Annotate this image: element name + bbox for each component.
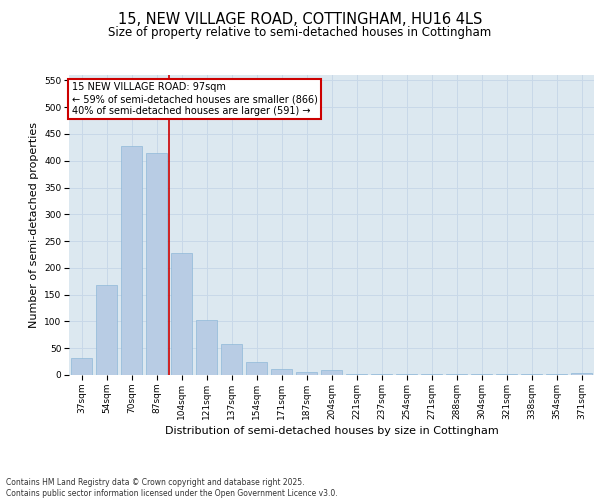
Bar xyxy=(171,253,192,375)
Text: Size of property relative to semi-detached houses in Cottingham: Size of property relative to semi-detach… xyxy=(109,26,491,39)
Bar xyxy=(346,374,367,375)
Text: 15, NEW VILLAGE ROAD, COTTINGHAM, HU16 4LS: 15, NEW VILLAGE ROAD, COTTINGHAM, HU16 4… xyxy=(118,12,482,28)
Bar xyxy=(396,374,417,375)
Bar xyxy=(246,362,267,375)
Bar xyxy=(421,374,442,375)
Bar xyxy=(296,372,317,375)
Bar xyxy=(121,146,142,375)
Bar xyxy=(221,344,242,375)
Bar xyxy=(146,152,167,375)
Bar xyxy=(521,374,542,375)
Bar xyxy=(496,374,517,375)
Bar xyxy=(571,373,592,375)
X-axis label: Distribution of semi-detached houses by size in Cottingham: Distribution of semi-detached houses by … xyxy=(164,426,499,436)
Bar xyxy=(271,368,292,375)
Bar xyxy=(446,374,467,375)
Bar xyxy=(196,320,217,375)
Bar xyxy=(471,374,492,375)
Bar xyxy=(546,374,567,375)
Text: 15 NEW VILLAGE ROAD: 97sqm
← 59% of semi-detached houses are smaller (866)
40% o: 15 NEW VILLAGE ROAD: 97sqm ← 59% of semi… xyxy=(71,82,317,116)
Text: Contains HM Land Registry data © Crown copyright and database right 2025.
Contai: Contains HM Land Registry data © Crown c… xyxy=(6,478,338,498)
Bar xyxy=(96,285,117,375)
Bar xyxy=(71,358,92,375)
Y-axis label: Number of semi-detached properties: Number of semi-detached properties xyxy=(29,122,38,328)
Bar xyxy=(321,370,342,375)
Bar xyxy=(371,374,392,375)
